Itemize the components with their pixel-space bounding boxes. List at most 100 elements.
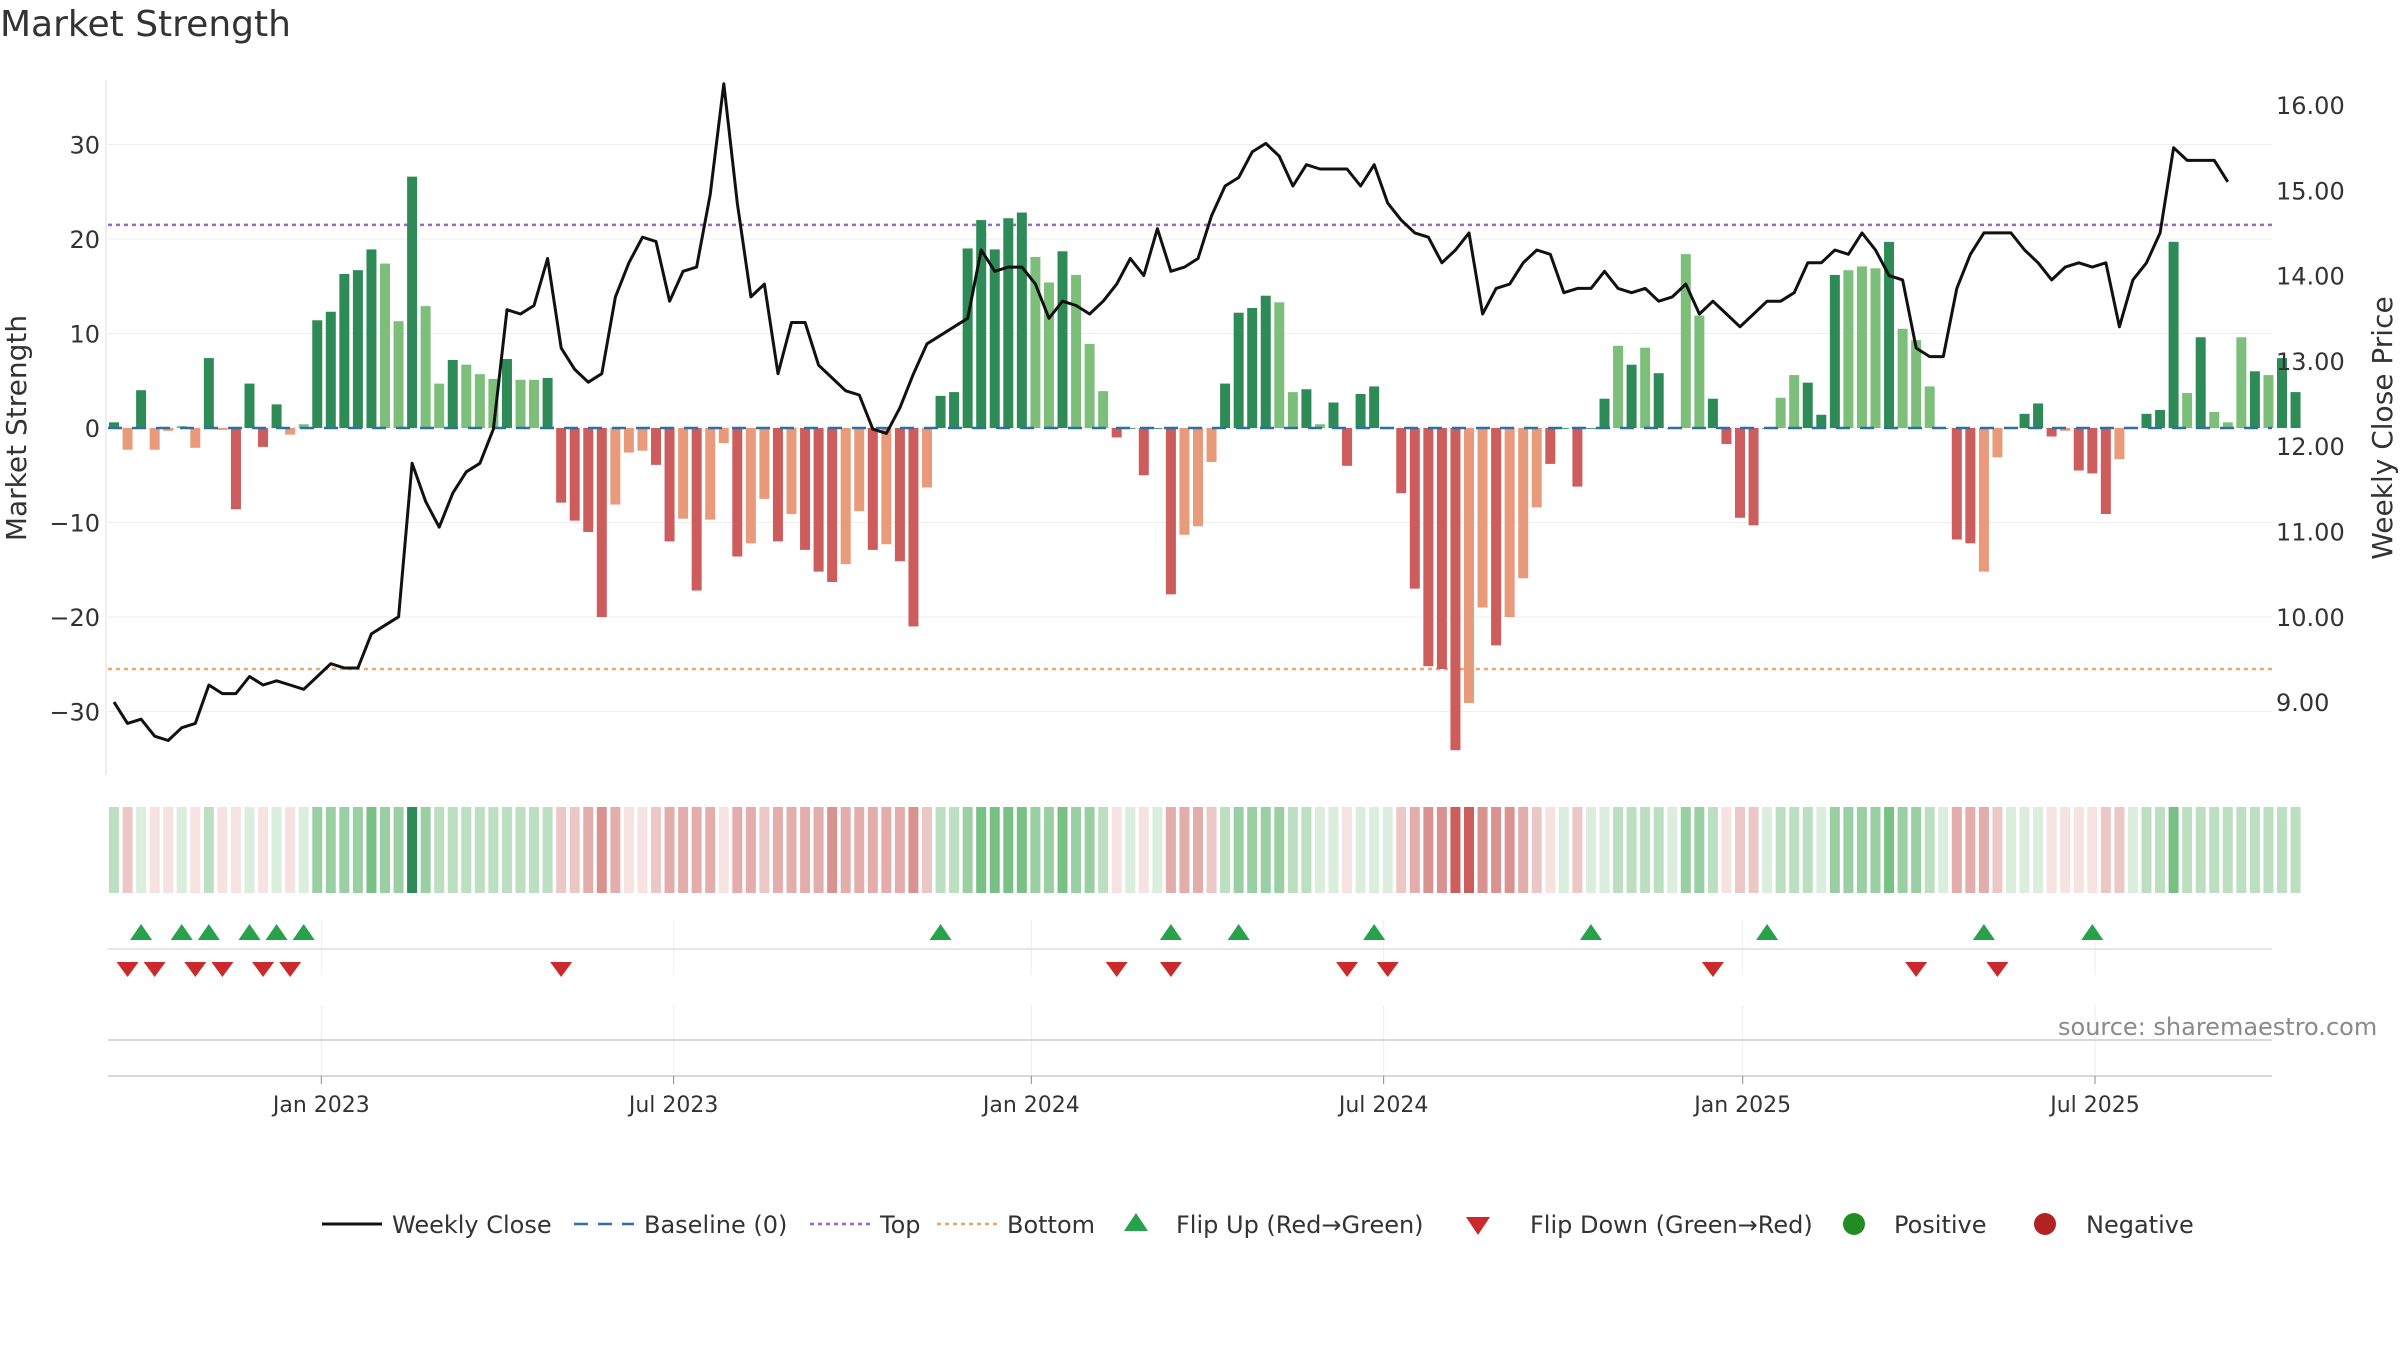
flip-up-marker [292, 924, 315, 940]
strength-bar [1314, 424, 1325, 428]
flip-down-marker [143, 962, 166, 977]
strength-bar [772, 428, 783, 542]
heatmap-cell [474, 807, 485, 893]
source-label: source: sharemaestro.com [2058, 1013, 2378, 1041]
legend-item: Baseline (0) [574, 1211, 787, 1239]
strength-bar [2114, 428, 2125, 460]
heatmap-cell [1098, 807, 1109, 893]
strength-bar [1328, 402, 1339, 428]
x-tick-label: Jul 2024 [1337, 1093, 1429, 1118]
heatmap-cell [637, 807, 648, 893]
heatmap-cell [1870, 807, 1881, 893]
strength-bar [461, 364, 472, 428]
heatmap-cell [2114, 807, 2125, 893]
strength-bar [325, 311, 336, 428]
strength-bar [1260, 295, 1271, 428]
flip-down-marker [1336, 962, 1359, 977]
strength-bar [1965, 428, 1976, 544]
heatmap-cell [1762, 807, 1773, 893]
heatmap-cell [447, 807, 458, 893]
heatmap-cell [949, 807, 960, 893]
strength-bar [203, 358, 214, 428]
heatmap-cell [1924, 807, 1935, 893]
strength-bar [1748, 428, 1759, 526]
strength-bar [664, 428, 675, 542]
legend-swatch-triangle-down [1466, 1217, 1490, 1235]
heatmap-cell [786, 807, 797, 893]
heatmap-cell [840, 807, 851, 893]
strength-bar [678, 428, 689, 519]
heatmap-cell [149, 807, 160, 893]
strength-bar [1355, 393, 1366, 428]
heatmap-cell [1626, 807, 1637, 893]
strength-bar [2182, 393, 2193, 428]
flip-down-marker [550, 962, 573, 977]
heatmap-cell [1884, 807, 1895, 893]
legend-swatch-circle [1843, 1213, 1865, 1235]
heatmap-cell [203, 807, 214, 893]
y-tick-label-left: 0 [85, 415, 100, 443]
heatmap-cell [583, 807, 594, 893]
y-tick-label-left: −20 [49, 604, 100, 632]
heatmap-cell [1342, 807, 1353, 893]
legend-label: Bottom [1007, 1211, 1095, 1239]
strength-bar [420, 306, 431, 428]
heatmap-cell [2073, 807, 2084, 893]
strength-bar [2249, 371, 2260, 428]
heatmap-cell [1531, 807, 1542, 893]
strength-bar [894, 428, 905, 562]
strength-bar [285, 428, 296, 435]
heatmap-cell [623, 807, 634, 893]
heatmap-cell [1572, 807, 1583, 893]
heatmap-cell [285, 807, 296, 893]
y-axis-title-right: Weekly Close Price [2366, 296, 2399, 559]
y-tick-label-right: 9.00 [2276, 689, 2329, 717]
strength-bar [1165, 428, 1176, 595]
strength-bar [2100, 428, 2111, 514]
heatmap-cell [1829, 807, 1840, 893]
strength-bar [1450, 428, 1461, 751]
flip-up-marker [1579, 924, 1602, 940]
heatmap-cell [1301, 807, 1312, 893]
heatmap-cell [1369, 807, 1380, 893]
strength-bar [1057, 251, 1068, 428]
heatmap-cell [962, 807, 973, 893]
strength-bar [1613, 345, 1624, 428]
heatmap-cell [678, 807, 689, 893]
strength-bar [786, 428, 797, 514]
heatmap-cell [1423, 807, 1434, 893]
heatmap-cell [1247, 807, 1258, 893]
heatmap-cell [854, 807, 865, 893]
heatmap-cell [1260, 807, 1271, 893]
strength-bar [759, 428, 770, 499]
heatmap-cell [1992, 807, 2003, 893]
strength-bar [2073, 428, 2084, 471]
heatmap-cell [813, 807, 824, 893]
heatmap-cell [1694, 807, 1705, 893]
strength-bar [1558, 428, 1569, 429]
strength-bar [447, 359, 458, 428]
heatmap-cell [1206, 807, 1217, 893]
heatmap-cell [1220, 807, 1231, 893]
flip-up-marker [929, 924, 952, 940]
strength-bar [352, 270, 363, 428]
heatmap-cell [109, 807, 119, 893]
strength-bar [1152, 428, 1163, 429]
y-tick-label-right: 10.00 [2276, 604, 2345, 632]
heatmap-cell [1504, 807, 1515, 893]
strength-bar [1301, 389, 1312, 428]
heatmap-cell [1138, 807, 1149, 893]
heatmap-cell [1179, 807, 1190, 893]
legend-label: Flip Down (Green→Red) [1530, 1211, 1813, 1239]
legend-item: Negative [2034, 1211, 2194, 1239]
strength-bar [813, 428, 824, 572]
strength-bar [1924, 386, 1935, 428]
strength-bar [1436, 428, 1447, 669]
heatmap-cell [2182, 807, 2193, 893]
heatmap-cell [1396, 807, 1407, 893]
strength-bar [190, 428, 201, 448]
strength-bar [312, 320, 323, 428]
strength-bar [922, 428, 932, 488]
heatmap-cell [122, 807, 133, 893]
heatmap-cell [1789, 807, 1800, 893]
